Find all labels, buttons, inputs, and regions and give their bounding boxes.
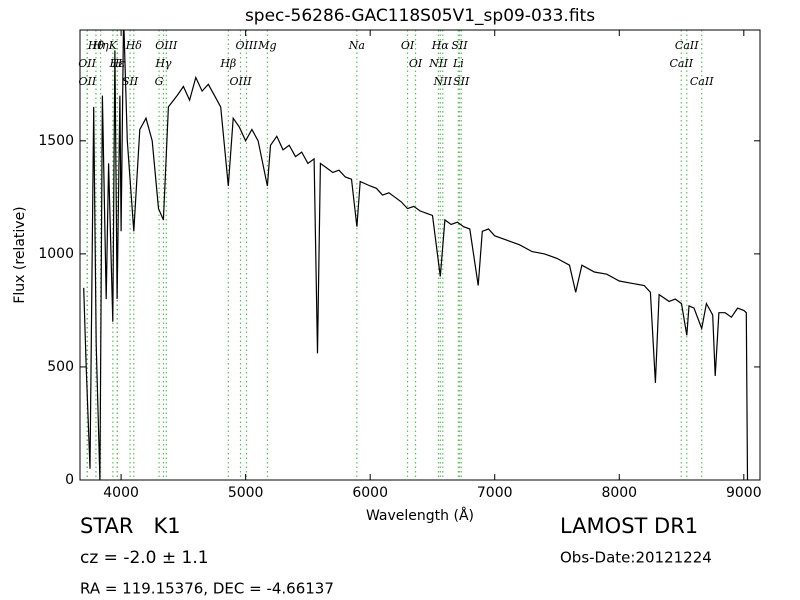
spectral-line-label: CaII [669, 57, 693, 70]
y-tick-label: 500 [47, 359, 74, 375]
x-tick-label: 4000 [103, 485, 139, 501]
x-tick-label: 9000 [726, 485, 762, 501]
annotation: cz = -2.0 ± 1.1 [80, 548, 209, 568]
y-tick-label: 1000 [38, 246, 74, 262]
spectral-line-label: Hβ [219, 57, 236, 70]
spectral-line-label: Hδ [125, 39, 143, 52]
annotation: RA = 119.15376, DEC = -4.66137 [80, 580, 334, 598]
annotation: Obs-Date:20121224 [560, 549, 712, 567]
plot-frame [79, 29, 761, 481]
spectral-line-label: OIII [155, 39, 178, 52]
x-tick-label: 8000 [601, 485, 637, 501]
spectral-line-label: Hα [431, 39, 450, 52]
x-tick-label: 7000 [477, 485, 513, 501]
spectral-line-label: Li [452, 57, 464, 70]
spectral-line-label: Hη [91, 39, 109, 52]
spectral-line-label: SII [453, 75, 470, 88]
spectral-line-label: CaII [690, 75, 714, 88]
y-tick-label: 1500 [38, 133, 74, 149]
x-tick-label: 5000 [228, 485, 264, 501]
annotation: LAMOST DR1 [560, 514, 698, 538]
annotation: STAR K1 [80, 514, 181, 538]
y-tick-label: 0 [65, 472, 74, 488]
spectral-line-label: OIII [235, 39, 258, 52]
spectral-line-label: Na [348, 39, 365, 52]
spectral-line-label: G [155, 75, 164, 88]
spectral-line-label: OIII [230, 75, 253, 88]
spectral-line-label: OII [78, 75, 96, 88]
spectral-line-label: K [108, 39, 118, 52]
x-axis-label: Wavelength (Å) [366, 507, 474, 524]
x-tick-label: 6000 [352, 485, 388, 501]
spectral-line-label: OII [78, 57, 96, 70]
y-axis-label: Flux (relative) [12, 206, 28, 303]
spectrum-line [83, 30, 749, 480]
plot-area [83, 30, 749, 480]
spectral-line-label: SII [451, 39, 468, 52]
spectral-line-label: Hθ [87, 39, 105, 52]
spectral-line-label: SII [122, 75, 139, 88]
spectral-line-label: Mg [257, 39, 276, 52]
spectral-line-label: H [111, 57, 122, 70]
spectral-line-label: NII [433, 75, 453, 88]
spectral-line-label: Hγ [154, 57, 172, 70]
spectral-line-label: NII [428, 57, 448, 70]
spectral-line-label: OI [409, 57, 423, 70]
spectral-line-label: CaII [675, 39, 699, 52]
spectral-line-label: Hε [109, 57, 126, 70]
spectral-line-label: OI [401, 39, 415, 52]
chart-title: spec-56286-GAC118S05V1_sp09-033.fits [245, 6, 595, 26]
